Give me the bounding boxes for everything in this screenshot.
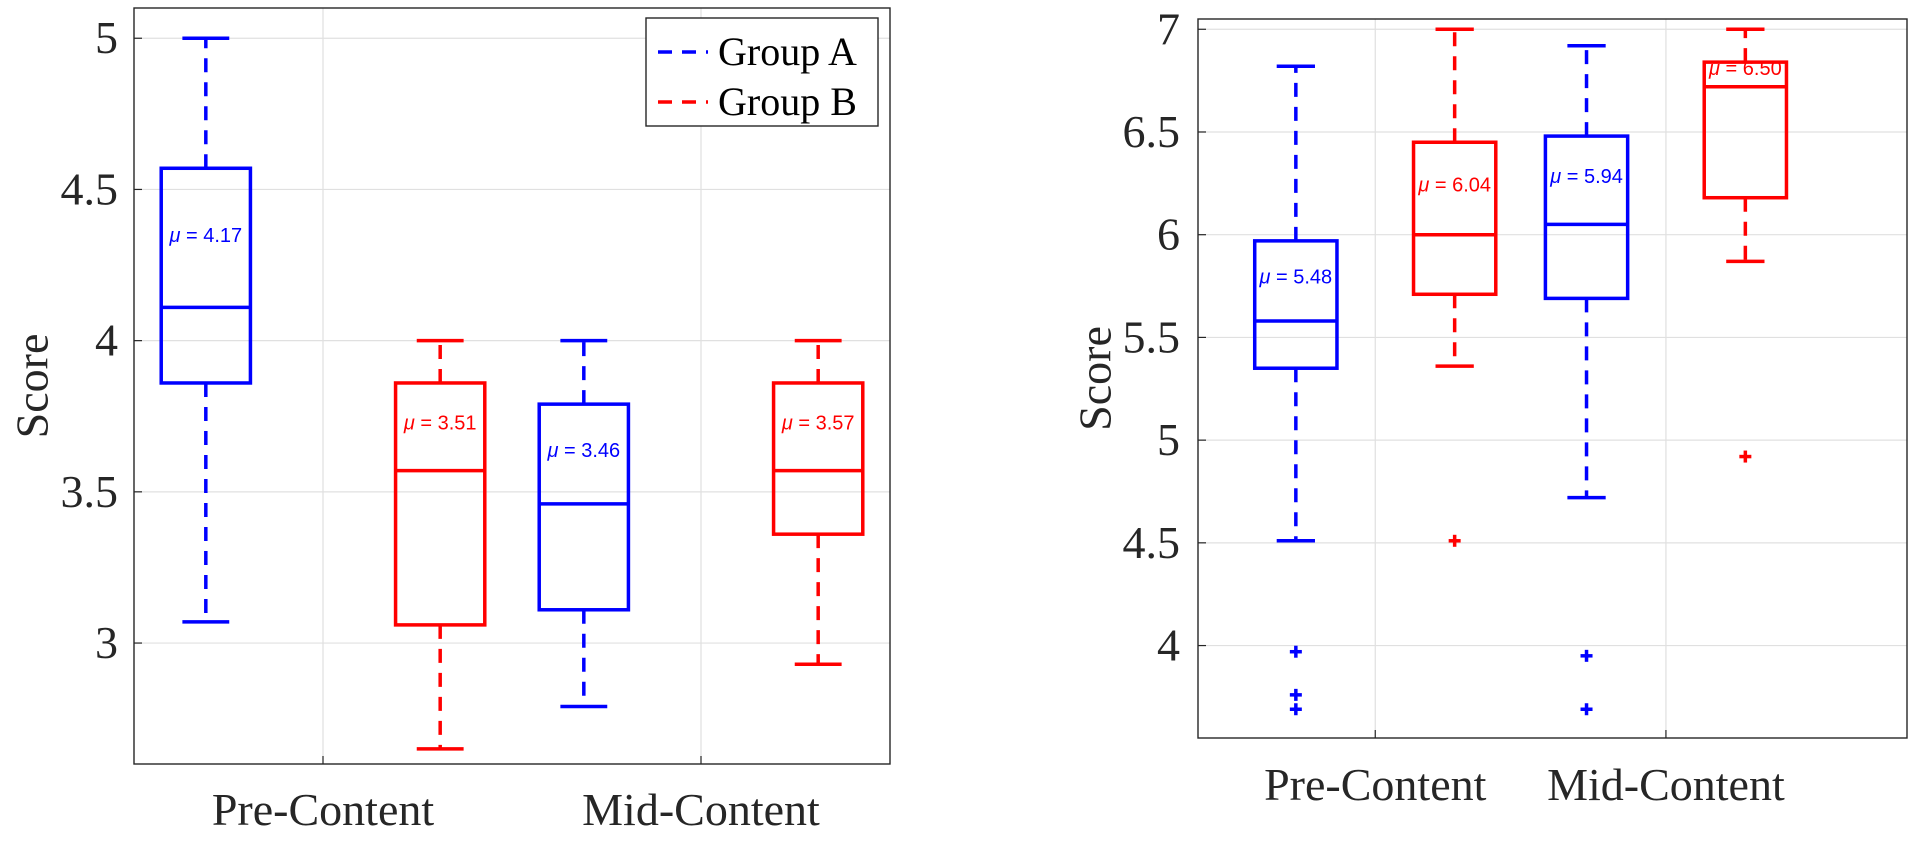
mu-symbol: μ — [1549, 166, 1561, 188]
mean-label: μ = 4.17 — [168, 225, 242, 247]
y-tick-label: 5 — [95, 12, 118, 63]
mean-value: = 6.04 — [1429, 174, 1491, 196]
box-iqr — [1252, 239, 1339, 370]
mean-value: = 4.17 — [180, 225, 242, 247]
legend: Group A Group B — [645, 17, 879, 127]
box-group-b-pre-content: μ = 3.51 — [393, 338, 487, 751]
mu-symbol: μ — [1258, 266, 1270, 288]
mean-value: = 3.46 — [558, 440, 620, 462]
y-tick-label: 3.5 — [61, 466, 119, 517]
mu-symbol: μ — [403, 412, 415, 434]
mean-value: = 5.48 — [1270, 266, 1332, 288]
mean-label: μ = 3.57 — [781, 412, 855, 434]
mean-label: μ = 3.51 — [403, 412, 477, 434]
box-iqr — [771, 381, 865, 536]
y-tick-label: 5 — [1157, 414, 1180, 465]
outlier-marker — [1739, 450, 1752, 463]
mean-value: = 5.94 — [1561, 166, 1623, 188]
box-iqr — [1411, 140, 1498, 297]
mu-symbol: μ — [781, 412, 793, 434]
box-group-b-mid-content: μ = 3.57 — [771, 338, 865, 666]
x-tick-label: Pre-Content — [1264, 759, 1487, 810]
outlier-marker — [1580, 649, 1593, 662]
chart-panel-1: 5 4.5 4 3.5 3 Pre-Content Mid-Content Score μ = … — [7, 7, 891, 835]
y-tick-label: 5.5 — [1123, 311, 1181, 362]
y-tick-label: 7 — [1157, 3, 1180, 54]
x-tick-label: Pre-Content — [212, 784, 435, 835]
y-tick-label: 6.5 — [1123, 106, 1181, 157]
outlier-marker — [1448, 534, 1461, 547]
outlier-marker — [1289, 703, 1302, 716]
y-tick-label: 4 — [95, 315, 118, 366]
box-group-a-pre-content: μ = 4.17 — [159, 36, 253, 624]
y-tick-label: 6 — [1157, 209, 1180, 260]
chart-panel-2: 7 6.5 6 5.5 5 4.5 4 Pre-Content Mid-Content Score… — [1070, 3, 1908, 810]
y-tick-label: 3 — [95, 617, 118, 668]
mean-value: = 6.50 — [1720, 58, 1782, 80]
box-group-a-pre-content: μ = 5.48 — [1252, 64, 1339, 716]
box-iqr — [1702, 60, 1789, 200]
mean-label: μ = 6.04 — [1417, 174, 1491, 196]
box-iqr — [537, 402, 631, 612]
outlier-marker — [1289, 645, 1302, 658]
mu-symbol: μ — [546, 440, 558, 462]
legend-label-1: Group A — [718, 29, 857, 74]
mu-symbol: μ — [168, 225, 180, 247]
box-iqr — [159, 166, 253, 385]
y-axis-label: Score — [7, 334, 58, 439]
box-group-a-mid-content: μ = 3.46 — [537, 338, 631, 709]
x-tick-label: Mid-Content — [1547, 759, 1785, 810]
box-iqr — [393, 381, 487, 627]
y-tick-label: 4.5 — [1123, 517, 1181, 568]
mean-value: = 3.57 — [793, 412, 855, 434]
mu-symbol: μ — [1708, 58, 1720, 80]
y-tick-label: 4.5 — [61, 163, 119, 214]
axes-frame — [133, 7, 891, 765]
legend-label-2: Group B — [718, 79, 857, 124]
mean-label: μ = 3.46 — [546, 440, 620, 462]
mean-label: μ = 6.50 — [1708, 58, 1782, 80]
mean-label: μ = 5.94 — [1549, 166, 1623, 188]
box-group-b-mid-content: μ = 6.50 — [1702, 27, 1789, 463]
mean-value: = 3.51 — [415, 412, 477, 434]
y-tick-label: 4 — [1157, 620, 1180, 671]
axes-frame — [1197, 18, 1908, 739]
box-group-a-mid-content: μ = 5.94 — [1543, 43, 1630, 716]
outlier-marker — [1289, 688, 1302, 701]
legend-frame — [645, 17, 879, 127]
y-axis-label: Score — [1070, 326, 1121, 431]
box-group-b-pre-content: μ = 6.04 — [1411, 27, 1498, 547]
outlier-marker — [1580, 703, 1593, 716]
mu-symbol: μ — [1417, 174, 1429, 196]
box-iqr — [1543, 134, 1630, 301]
x-tick-label: Mid-Content — [582, 784, 820, 835]
mean-label: μ = 5.48 — [1258, 266, 1332, 288]
